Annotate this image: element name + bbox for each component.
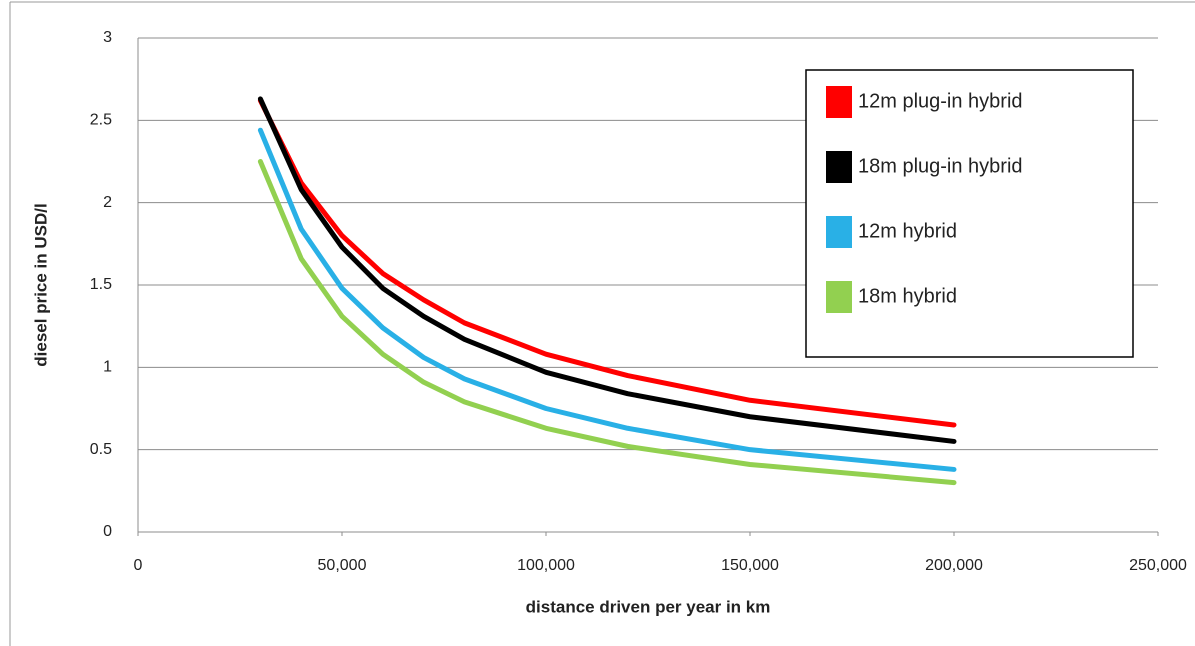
x-axis-title: distance driven per year in km	[526, 597, 771, 616]
y-tick-label: 0.5	[90, 441, 112, 458]
legend-box	[805, 69, 1134, 358]
series-line	[257, 127, 957, 472]
legend-label: 18m plug-in hybrid	[858, 155, 1023, 177]
series-line	[257, 96, 957, 444]
x-tick-label: 0	[134, 557, 143, 574]
legend-swatch	[826, 151, 852, 183]
x-tick-label: 150,000	[721, 557, 779, 574]
y-tick-label: 1	[103, 359, 112, 376]
legend-label: 12m plug-in hybrid	[858, 90, 1023, 112]
series-line	[257, 98, 957, 428]
x-tick-label: 50,000	[318, 557, 367, 574]
legend-swatch	[826, 281, 852, 313]
y-tick-label: 2	[103, 194, 112, 211]
y-axis-title: diesel price in USD/l	[31, 203, 50, 366]
y-tick-label: 1.5	[90, 276, 112, 293]
legend-label: 12m hybrid	[858, 220, 957, 242]
y-tick-label: 3	[103, 29, 112, 46]
y-tick-label: 0	[103, 523, 112, 540]
x-tick-label: 200,000	[925, 557, 983, 574]
y-tick-label: 2.5	[90, 112, 112, 129]
series-line	[257, 159, 957, 486]
legend-label: 18m hybrid	[858, 285, 957, 307]
x-tick-label: 100,000	[517, 557, 575, 574]
legend-swatch	[826, 86, 852, 118]
legend-swatch	[826, 216, 852, 248]
x-tick-label: 250,000	[1129, 557, 1187, 574]
